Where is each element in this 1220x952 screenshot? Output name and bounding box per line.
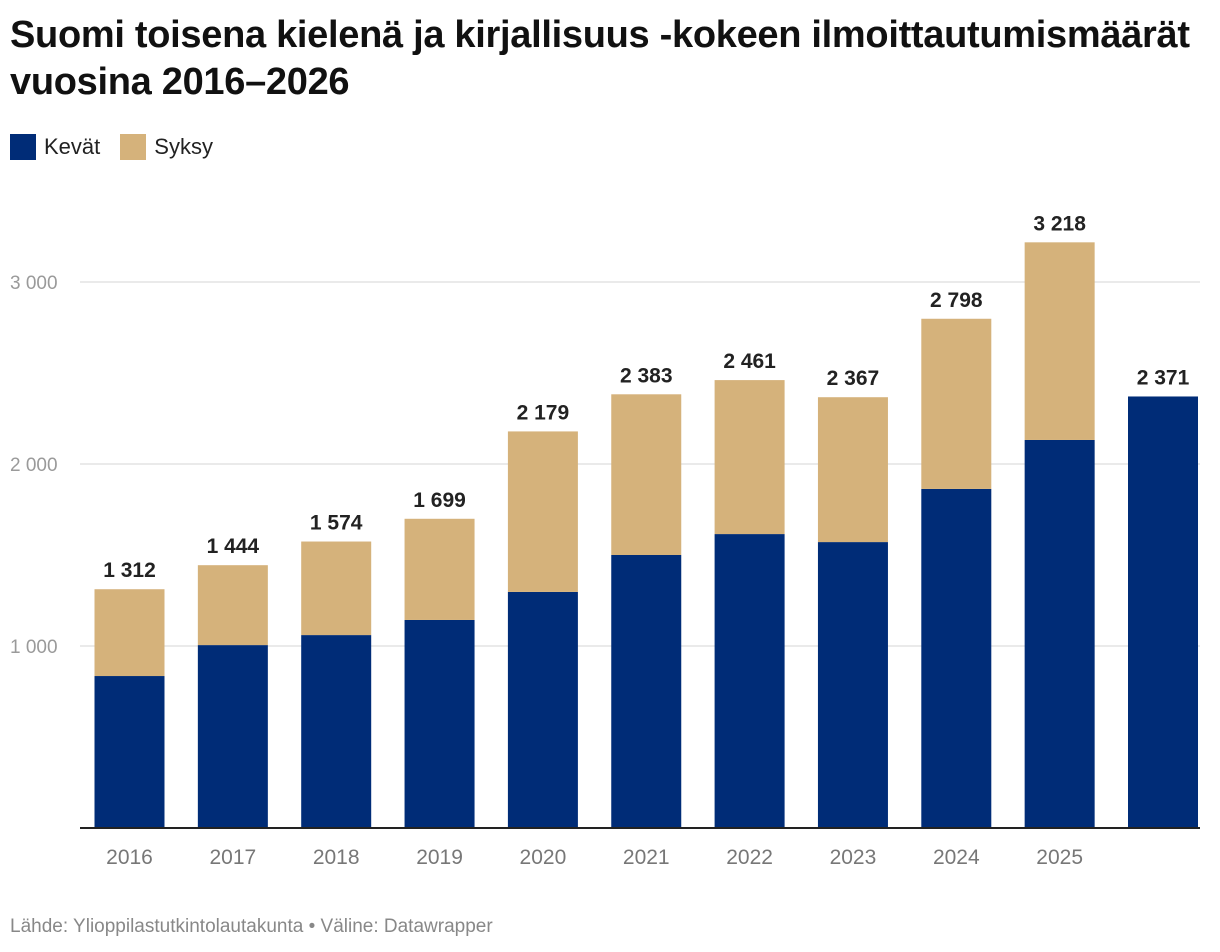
- bar-kevat: [197, 645, 268, 828]
- total-label: 1 574: [310, 512, 363, 535]
- x-tick-label: 2016: [106, 846, 153, 869]
- x-tick-label: 2025: [1036, 846, 1083, 869]
- bar-syksy: [94, 589, 165, 677]
- y-tick-label: 3 000: [10, 273, 58, 294]
- total-label: 2 798: [930, 289, 983, 312]
- legend-label-syksy: Syksy: [154, 134, 213, 159]
- legend-item-syksy: Syksy: [120, 134, 213, 160]
- x-tick-label: 2023: [830, 846, 877, 869]
- x-tick-label: 2018: [313, 846, 360, 869]
- bar-syksy: [301, 541, 372, 636]
- bar-kevat: [404, 619, 475, 828]
- bar-syksy: [404, 518, 475, 620]
- bar-syksy: [817, 397, 888, 543]
- x-tick-label: 2021: [623, 846, 670, 869]
- bar-kevat: [611, 555, 682, 828]
- x-tick-label: 2020: [520, 846, 567, 869]
- bar-kevat: [1024, 439, 1095, 828]
- total-label: 2 179: [517, 401, 570, 424]
- total-label: 1 312: [103, 559, 156, 582]
- legend-swatch-syksy: [120, 134, 147, 160]
- bar-kevat: [507, 591, 578, 828]
- bar-kevat: [714, 534, 785, 828]
- legend-label-kevat: Kevät: [44, 134, 101, 159]
- legend-item-kevat: Kevät: [10, 134, 100, 160]
- source-note: Lähde: Ylioppilastutkintolautakunta • Vä…: [10, 916, 493, 937]
- x-tick-label: 2022: [726, 846, 773, 869]
- bar-syksy: [921, 318, 992, 489]
- bar-syksy: [507, 431, 578, 592]
- bar-kevat: [1128, 396, 1198, 828]
- bar-kevat: [817, 542, 888, 828]
- y-tick-label: 2 000: [10, 455, 58, 476]
- bar-kevat: [921, 488, 992, 828]
- bar-syksy: [611, 394, 682, 555]
- x-tick-label: 2017: [209, 846, 256, 869]
- chart-title: Suomi toisena kielenä ja kirjallisuus -k…: [10, 14, 1190, 103]
- bar-syksy: [714, 380, 785, 535]
- x-tick-label: 2019: [416, 846, 463, 869]
- y-tick-label: 1 000: [10, 637, 58, 658]
- total-label: 2 371: [1137, 366, 1190, 389]
- total-label: 2 383: [620, 364, 673, 387]
- total-label: 3 218: [1033, 212, 1086, 235]
- total-label: 1 444: [207, 535, 260, 558]
- bar-kevat: [301, 635, 372, 828]
- legend: Kevät Syksy: [10, 134, 213, 160]
- bar-syksy: [197, 565, 268, 646]
- bar-syksy: [1024, 242, 1095, 440]
- bar-kevat: [94, 676, 165, 828]
- total-label: 2 367: [827, 367, 880, 390]
- legend-swatch-kevat: [10, 134, 36, 160]
- x-tick-label: 2024: [933, 846, 980, 869]
- total-label: 2 461: [723, 350, 776, 373]
- total-label: 1 699: [413, 489, 466, 512]
